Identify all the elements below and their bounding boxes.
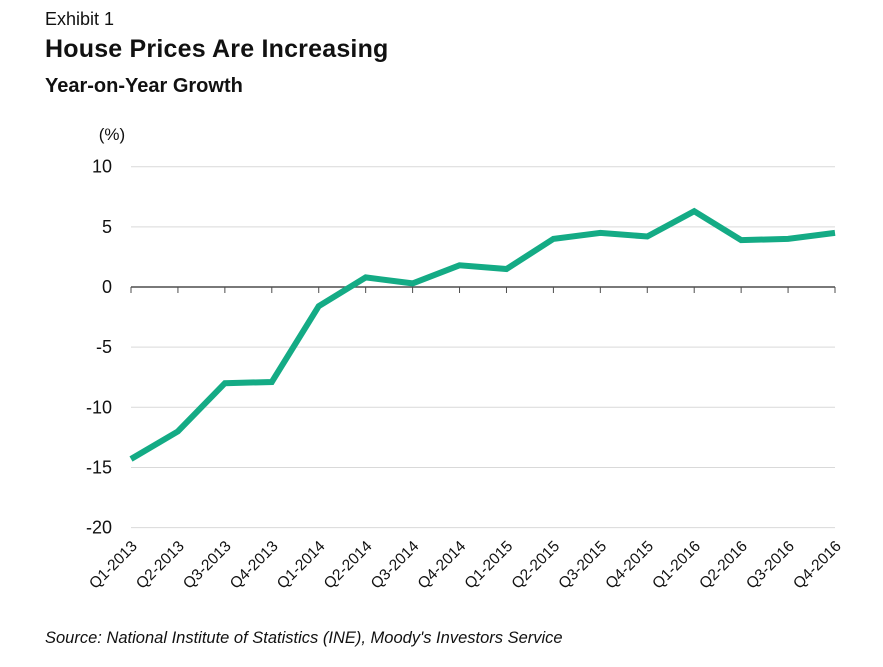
chart-subtitle: Year-on-Year Growth: [45, 75, 243, 97]
y-axis-tick-label: 5: [102, 217, 112, 237]
x-axis-tick-label: Q2-2016: [696, 538, 751, 593]
x-axis-tick-label: Q2-2013: [133, 538, 188, 593]
line-chart: 1050-5-10-15-20(%)Q1-2013Q2-2013Q3-2013Q…: [86, 125, 845, 593]
x-axis-tick-label: Q3-2015: [555, 538, 610, 593]
x-axis-tick-label: Q4-2013: [227, 538, 282, 593]
y-axis-unit-label: (%): [99, 125, 125, 144]
y-axis-tick-label: -15: [86, 457, 112, 477]
y-axis-tick-label: -10: [86, 397, 112, 417]
y-axis-tick-label: 10: [92, 157, 112, 177]
x-axis-tick-label: Q2-2015: [509, 538, 564, 593]
x-axis-tick-label: Q3-2016: [743, 538, 798, 593]
exhibit-label: Exhibit 1: [45, 9, 115, 29]
x-axis-tick-label: Q1-2013: [86, 538, 141, 593]
chart-title: House Prices Are Increasing: [45, 35, 389, 63]
x-axis-tick-label: Q3-2014: [368, 538, 423, 593]
data-line-series: [129, 207, 836, 462]
x-axis-tick-label: Q4-2015: [602, 538, 657, 593]
y-axis-tick-label: 0: [102, 277, 112, 297]
x-axis-tick-label: Q4-2016: [790, 538, 845, 593]
x-axis-tick-label: Q4-2014: [415, 538, 470, 593]
source-attribution: Source: National Institute of Statistics…: [45, 629, 563, 647]
x-axis-tick-label: Q2-2014: [321, 538, 376, 593]
y-axis-tick-label: -20: [86, 518, 112, 538]
x-axis-tick-label: Q1-2015: [462, 538, 517, 593]
x-axis-tick-label: Q1-2014: [274, 538, 329, 593]
x-axis-tick-label: Q1-2016: [649, 538, 704, 593]
x-axis-tick-label: Q3-2013: [180, 538, 235, 593]
y-axis-tick-label: -5: [96, 337, 112, 357]
